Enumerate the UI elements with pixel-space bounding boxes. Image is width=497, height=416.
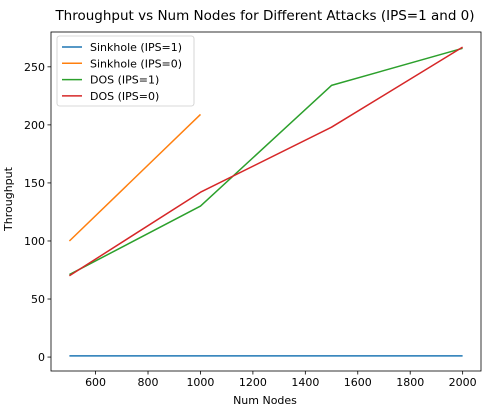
x-tick-label: 2000 — [449, 376, 477, 389]
legend-label: Sinkhole (IPS=0) — [90, 57, 182, 70]
chart-title: Throughput vs Num Nodes for Different At… — [54, 8, 474, 24]
y-tick-label: 100 — [24, 235, 45, 248]
x-tick-label: 1400 — [291, 376, 319, 389]
x-tick-label: 1800 — [396, 376, 424, 389]
legend-label: DOS (IPS=1) — [90, 74, 159, 87]
x-axis-label: Num Nodes — [233, 394, 297, 407]
x-tick-label: 800 — [138, 376, 159, 389]
legend-label: DOS (IPS=0) — [90, 90, 159, 103]
y-tick-label: 250 — [24, 61, 45, 74]
y-tick-label: 50 — [31, 293, 45, 306]
series-line-sinkhole-ips-0 — [69, 114, 200, 241]
plot-area: 600 800 1000 1200 1400 1600 1800 2000 0 50 100 150 2… — [24, 32, 481, 389]
x-tick-label: 1200 — [239, 376, 267, 389]
y-axis-label: Throughput — [2, 166, 15, 232]
legend-label: Sinkhole (IPS=1) — [90, 41, 182, 54]
y-tick-label: 150 — [24, 177, 45, 190]
y-tick-label: 0 — [38, 351, 45, 364]
x-tick-label: 1600 — [344, 376, 372, 389]
y-tick-label: 200 — [24, 119, 45, 132]
x-tick-label: 600 — [85, 376, 106, 389]
x-tick-label: 1000 — [186, 376, 214, 389]
